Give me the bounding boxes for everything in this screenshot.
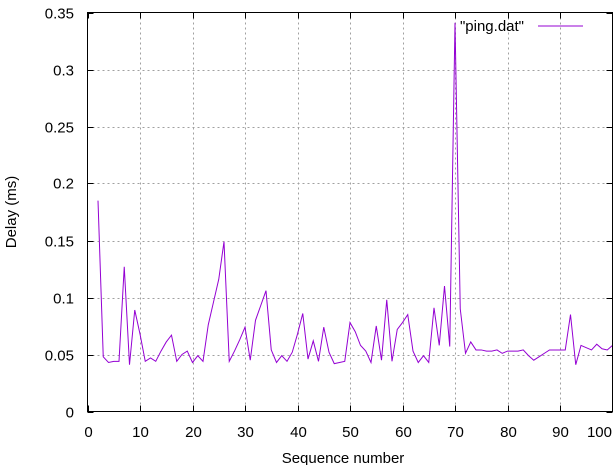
y-tick-label: 0.2	[53, 176, 74, 193]
x-tick-label: 40	[290, 424, 307, 441]
legend-label: "ping.dat"	[460, 18, 524, 35]
y-tick-label: 0.3	[53, 63, 74, 80]
series-layer	[97, 22, 613, 365]
y-tick-label: 0.15	[45, 234, 74, 251]
y-tick-label: 0.1	[53, 291, 74, 308]
tick-labels: 0 0.05 0.1 0.15 0.2 0.25 0.3 0.35 0 10 20 30 40 50 60 7…	[45, 6, 612, 442]
x-tick-label: 30	[237, 424, 254, 441]
x-tick-label: 0	[84, 424, 92, 441]
grid	[87, 12, 613, 412]
x-tick-label: 90	[552, 424, 569, 441]
y-tick-label: 0	[66, 405, 74, 422]
x-tick-label: 80	[500, 424, 517, 441]
x-tick-label: 100	[587, 424, 612, 441]
x-tick-label: 20	[185, 424, 202, 441]
y-tick-label: 0.35	[45, 6, 74, 23]
axis-ticks	[87, 12, 613, 413]
x-tick-label: 50	[342, 424, 359, 441]
series-line	[97, 22, 613, 365]
y-tick-label: 0.05	[45, 348, 74, 365]
x-tick-label: 10	[132, 424, 149, 441]
y-axis-title: Delay (ms)	[3, 176, 20, 249]
x-tick-label: 60	[395, 424, 412, 441]
x-axis-title: Sequence number	[282, 450, 405, 465]
x-tick-label: 70	[447, 424, 464, 441]
plot-frame	[87, 12, 613, 412]
legend: "ping.dat"	[460, 18, 583, 35]
y-tick-label: 0.25	[45, 120, 74, 137]
